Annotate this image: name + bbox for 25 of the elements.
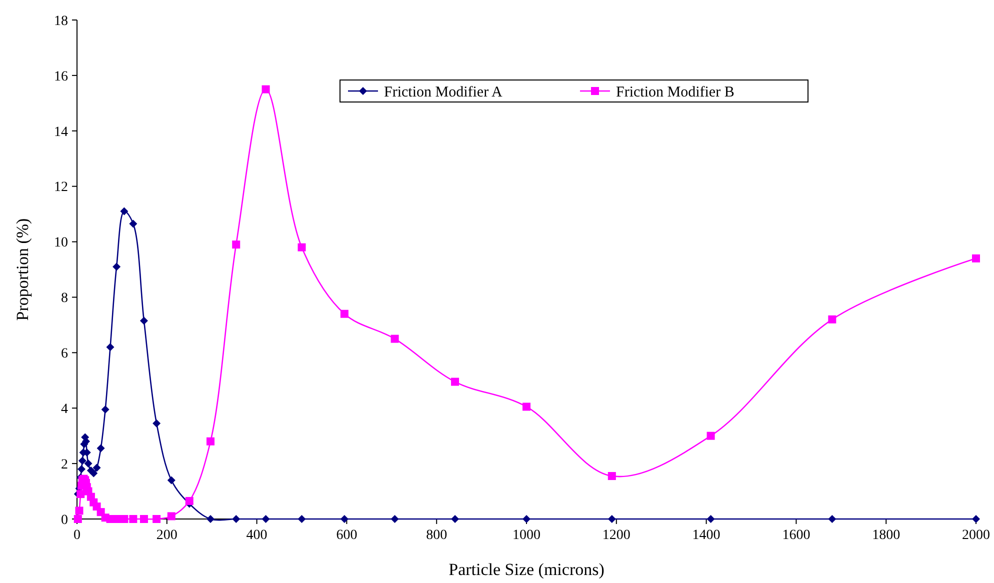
y-tick-label: 10 bbox=[54, 236, 68, 251]
x-tick-label: 2000 bbox=[962, 528, 990, 543]
x-axis-title: Particle Size (microns) bbox=[448, 560, 604, 579]
y-tick-label: 2 bbox=[61, 457, 68, 472]
x-tick-label: 1400 bbox=[692, 528, 720, 543]
y-tick-label: 18 bbox=[54, 14, 68, 29]
legend-label: Friction Modifier A bbox=[384, 84, 502, 100]
x-tick-label: 1600 bbox=[782, 528, 810, 543]
x-tick-label: 800 bbox=[426, 528, 448, 543]
x-tick-label: 200 bbox=[156, 528, 178, 543]
x-tick-label: 1200 bbox=[602, 528, 630, 543]
y-tick-label: 12 bbox=[54, 180, 68, 196]
x-tick-label: 1000 bbox=[512, 528, 540, 543]
y-tick-label: 6 bbox=[61, 346, 68, 362]
y-tick-label: 14 bbox=[54, 124, 68, 140]
y-tick-label: 8 bbox=[61, 291, 68, 306]
y-tick-label: 0 bbox=[61, 512, 68, 528]
y-axis-title: Proportion (%) bbox=[13, 218, 32, 321]
x-tick-label: 600 bbox=[336, 528, 358, 543]
x-tick-label: 1800 bbox=[872, 528, 900, 543]
x-tick-label: 0 bbox=[74, 528, 80, 543]
y-tick-label: 16 bbox=[54, 69, 68, 84]
legend-label: Friction Modifier B bbox=[616, 84, 734, 100]
y-tick-label: 4 bbox=[61, 402, 68, 418]
x-tick-label: 400 bbox=[246, 528, 268, 543]
